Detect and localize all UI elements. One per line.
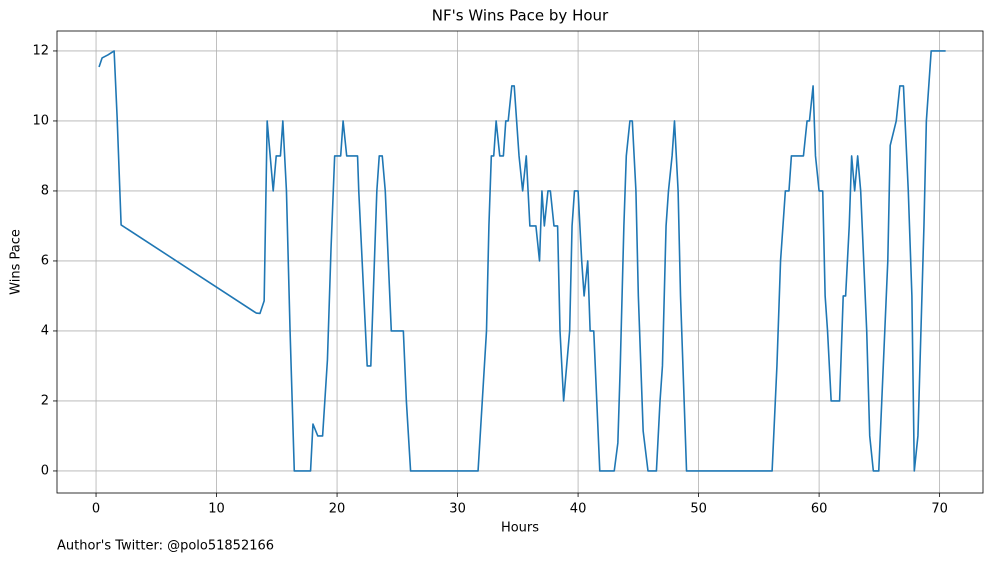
x-tick-label: 20 — [329, 502, 346, 517]
y-tick-label: 0 — [41, 463, 49, 478]
y-tick-label: 2 — [41, 393, 49, 408]
chart-title: NF's Wins Pace by Hour — [432, 7, 609, 25]
x-axis-label: Hours — [501, 521, 539, 536]
x-tick-label: 50 — [690, 502, 707, 517]
x-tick-label: 60 — [811, 502, 828, 517]
data-line — [98, 50, 946, 472]
y-tick-label: 10 — [32, 113, 49, 128]
y-tick-label: 8 — [41, 183, 49, 198]
plot-area — [57, 31, 983, 493]
x-tick-label: 30 — [449, 502, 466, 517]
x-tick-label: 70 — [931, 502, 948, 517]
y-tick-label: 6 — [41, 253, 49, 268]
x-tick-label: 10 — [208, 502, 225, 517]
y-axis-label: Wins Pace — [9, 229, 24, 295]
x-tick-label: 0 — [92, 502, 100, 517]
y-tick-label: 12 — [32, 43, 49, 58]
y-tick-label: 4 — [41, 323, 49, 338]
annotation: Author's Twitter: @polo51852166 — [57, 539, 274, 554]
axes-frame — [56, 30, 984, 494]
x-tick-label: 40 — [570, 502, 587, 517]
